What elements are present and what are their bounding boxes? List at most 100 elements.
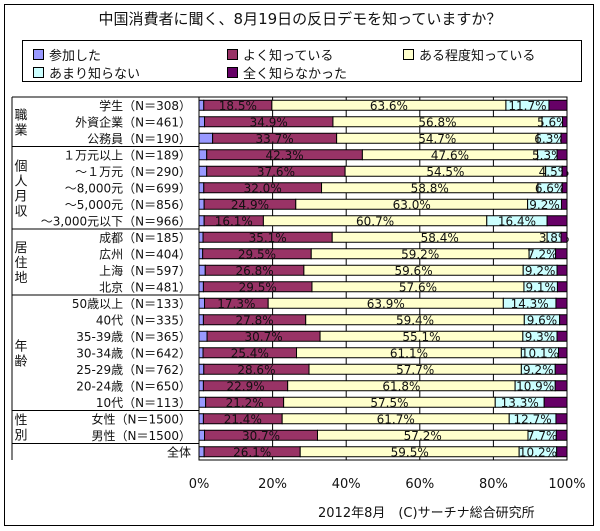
- data-label: 63.9%: [367, 297, 405, 311]
- legend-swatch: [33, 67, 44, 78]
- bar-segment: [559, 314, 568, 326]
- data-label: 24.9%: [231, 198, 269, 212]
- data-label: 57.7%: [396, 363, 434, 377]
- legend-swatch: [33, 49, 44, 60]
- bar-segment: [198, 99, 205, 111]
- bar-segment: [554, 380, 568, 392]
- data-label: 47.6%: [431, 148, 469, 162]
- data-label: 10.9%: [516, 379, 554, 393]
- legend-swatch: [403, 49, 414, 60]
- bar-segment: [561, 182, 568, 194]
- row-label: 広州（N＝404）: [99, 247, 191, 261]
- data-label: 9.3%: [525, 330, 556, 344]
- x-tick-label: 60%: [405, 477, 434, 492]
- bar-segment: [555, 429, 568, 441]
- bar-segment: [558, 347, 568, 359]
- row-label: 公務員（N＝190）: [87, 132, 191, 146]
- legend-label: 参加した: [49, 49, 102, 64]
- row-label: ～8,000元（N＝699）: [65, 181, 191, 195]
- data-label: 10.2%: [519, 445, 557, 459]
- data-label: 12.7%: [514, 412, 552, 426]
- data-label: 33.7%: [256, 132, 294, 146]
- row-label: ～3,000元以下（N＝966）: [41, 214, 191, 228]
- legend-swatch: [227, 67, 238, 78]
- bar-segment: [556, 149, 568, 161]
- data-label: 61.7%: [377, 412, 415, 426]
- data-label: 9.2%: [523, 363, 554, 377]
- data-label: 55.1%: [402, 330, 440, 344]
- data-label: 59.5%: [391, 445, 429, 459]
- data-label: 58.8%: [411, 181, 449, 195]
- data-label: 16.1%: [215, 214, 253, 228]
- legend-label: ある程度知っている: [419, 49, 536, 64]
- x-tick-label: 40%: [332, 477, 361, 492]
- row-label: ～5,000元（N＝856）: [65, 198, 191, 212]
- row-label: 女性（N＝1500）: [91, 411, 191, 426]
- bar-segment: [198, 149, 208, 161]
- row-label: 10代（N＝113）: [96, 396, 191, 410]
- bar-segment: [198, 446, 205, 458]
- row-label: 学生（N＝308）: [99, 98, 191, 113]
- bar-segment: [560, 198, 568, 210]
- bar-segment: [198, 429, 206, 441]
- data-label: 29.5%: [238, 247, 276, 261]
- row-label: 25-29歳（N＝762）: [76, 363, 191, 377]
- row-label: 北京（N＝481）: [99, 280, 191, 294]
- bar-segment: [198, 198, 205, 210]
- row-label: ～１万元（N＝290）: [75, 165, 191, 179]
- data-label: 13.3%: [501, 396, 539, 410]
- x-tick-label: 100%: [548, 477, 585, 492]
- data-label: 61.8%: [382, 379, 420, 393]
- row-label: 成都（N＝185）: [99, 231, 191, 245]
- data-label: 5.3%: [532, 148, 563, 162]
- data-label: 7.7%: [527, 429, 558, 443]
- bar-segment: [198, 380, 204, 392]
- data-label: 28.6%: [237, 363, 275, 377]
- x-tick-label: 0%: [189, 477, 210, 492]
- group-label: 居住地: [14, 241, 27, 286]
- bar-segment: [198, 314, 204, 326]
- bar-segment: [560, 231, 568, 243]
- data-label: 37.6%: [257, 165, 295, 179]
- data-label: 30.7%: [245, 330, 283, 344]
- data-label: 58.4%: [421, 231, 459, 245]
- data-label: 25.4%: [231, 346, 269, 360]
- data-label: 42.3%: [265, 148, 303, 162]
- data-label: 16.4%: [498, 214, 536, 228]
- bar-segment: [555, 413, 568, 425]
- bar-segment: [198, 182, 205, 194]
- bar-segment: [198, 347, 204, 359]
- bar-segment: [198, 330, 208, 342]
- legend-item-know-somewhat: ある程度知っている: [403, 45, 535, 64]
- group-label: 性別: [14, 414, 27, 444]
- data-label: 63.6%: [370, 99, 408, 113]
- data-label: 22.9%: [226, 379, 264, 393]
- bar-segment: [543, 396, 568, 408]
- data-label: 9.2%: [525, 264, 556, 278]
- x-tick-label: 80%: [479, 477, 508, 492]
- bar-segment: [198, 264, 206, 276]
- data-label: 17.3%: [217, 297, 255, 311]
- bar-segment: [198, 413, 204, 425]
- bar-segment: [198, 297, 206, 309]
- bar-segment: [198, 165, 208, 177]
- data-label: 5.6%: [537, 115, 568, 129]
- bar-segment: [560, 132, 568, 144]
- row-label: １万元以上（N＝189）: [63, 148, 191, 162]
- data-label: 61.1%: [390, 346, 428, 360]
- data-label: 14.3%: [511, 297, 549, 311]
- data-label: 21.4%: [224, 412, 262, 426]
- legend-item-not-much: あまり知らない: [33, 63, 140, 82]
- data-label: 9.6%: [527, 313, 558, 327]
- bar-segment: [556, 330, 568, 342]
- data-label: 34.9%: [250, 115, 288, 129]
- bar-segment: [562, 116, 568, 128]
- legend-item-know-well: よく知っている: [227, 45, 333, 64]
- data-label: 7.2%: [527, 247, 558, 261]
- data-label: 9.2%: [529, 198, 560, 212]
- x-tick-label: 20%: [258, 477, 287, 492]
- data-label: 29.5%: [239, 280, 277, 294]
- row-label: 50歳以上（N＝133）: [72, 297, 191, 311]
- data-label: 63.0%: [393, 198, 431, 212]
